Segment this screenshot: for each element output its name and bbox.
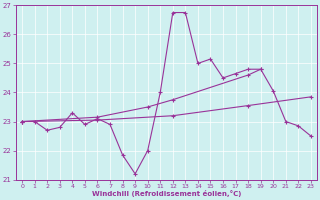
X-axis label: Windchill (Refroidissement éolien,°C): Windchill (Refroidissement éolien,°C) (92, 190, 241, 197)
